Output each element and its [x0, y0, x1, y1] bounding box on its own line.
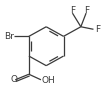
Text: F: F	[70, 6, 75, 15]
Text: O: O	[11, 75, 18, 84]
Text: OH: OH	[42, 76, 56, 85]
Text: F: F	[85, 6, 90, 15]
Text: Br: Br	[4, 32, 14, 41]
Text: F: F	[96, 25, 101, 34]
